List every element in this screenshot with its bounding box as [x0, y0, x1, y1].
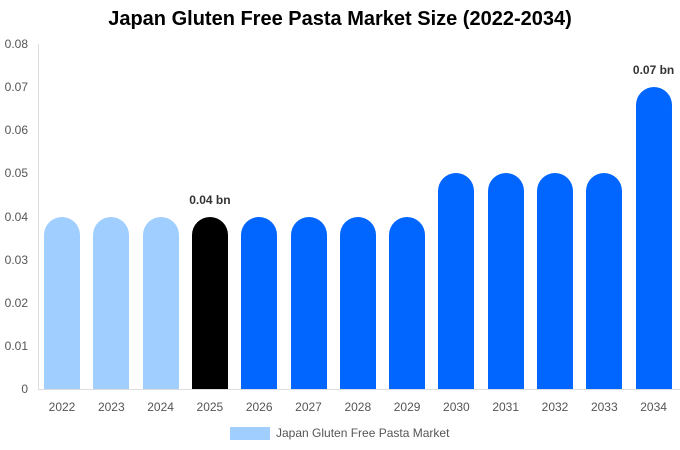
bar-2026[interactable]: [241, 216, 278, 389]
x-tick-label: 2024: [147, 400, 174, 414]
legend[interactable]: Japan Gluten Free Pasta Market: [230, 426, 449, 440]
x-axis-line: [38, 389, 680, 390]
chart-title: Japan Gluten Free Pasta Market Size (202…: [108, 8, 572, 30]
bar-2024[interactable]: [142, 216, 179, 389]
x-tick-label: 2033: [590, 400, 618, 414]
bar-2029[interactable]: [389, 216, 426, 389]
x-tick-label: 2029: [393, 400, 421, 414]
bar-2028[interactable]: [339, 216, 376, 389]
x-tick-label: 2026: [245, 400, 273, 414]
y-tick-label: 0.07: [4, 80, 28, 95]
bar-2032[interactable]: [537, 173, 573, 389]
legend-label: Japan Gluten Free Pasta Market: [276, 426, 450, 440]
y-tick-label: 0.03: [4, 252, 28, 267]
x-tick-label: 2031: [492, 400, 520, 414]
x-tick-label: 2022: [48, 400, 76, 414]
bar-2023[interactable]: [93, 216, 130, 389]
bar-2022[interactable]: [44, 216, 80, 389]
y-tick-label: 0.08: [4, 37, 28, 51]
y-tick-label: 0.02: [4, 295, 28, 310]
bar-2025[interactable]: [191, 216, 228, 389]
y-tick-label: 0.06: [4, 123, 28, 138]
x-tick-label: 2032: [541, 400, 569, 414]
bar-2031[interactable]: [487, 173, 524, 389]
x-tick-label: 2034: [640, 400, 667, 414]
x-tick-label: 2027: [295, 400, 322, 414]
data-label: 0.04 bn: [189, 192, 231, 207]
x-tick-label: 2025: [196, 400, 224, 414]
data-label: 0.07 bn: [632, 63, 675, 78]
y-tick-label: 0.05: [4, 166, 28, 181]
bar-2030[interactable]: [438, 173, 475, 389]
y-axis-line: [38, 44, 39, 390]
y-tick-label: 0.04: [4, 209, 28, 224]
x-tick-label: 2023: [97, 400, 125, 414]
x-tick-label: 2028: [344, 400, 372, 414]
y-tick-label: 0.01: [4, 338, 28, 353]
legend-swatch: [230, 426, 270, 440]
bar-2033[interactable]: [586, 173, 623, 389]
bar-2034[interactable]: [635, 87, 672, 389]
y-tick-label: 0: [21, 382, 28, 396]
x-tick-label: 2030: [443, 400, 470, 414]
bar-2027[interactable]: [290, 216, 327, 389]
